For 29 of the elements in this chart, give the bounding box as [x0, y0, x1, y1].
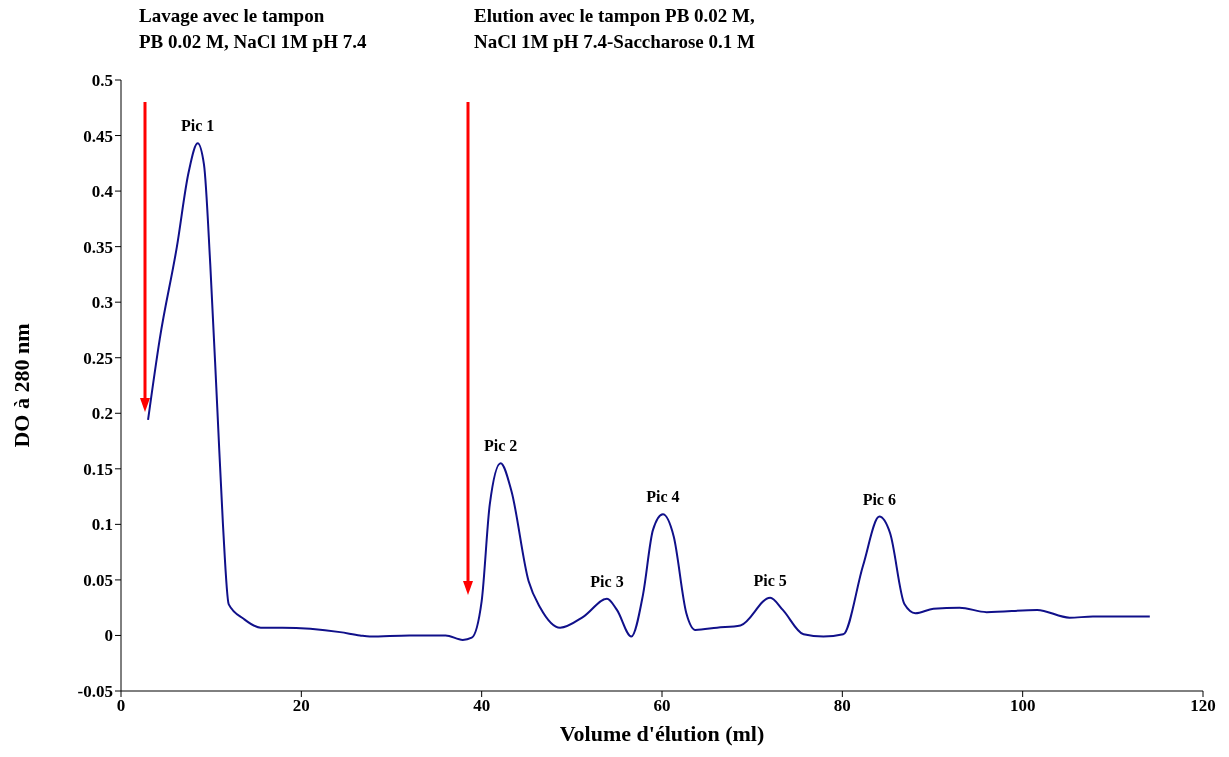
y-tick-label: 0.5: [91, 71, 113, 91]
text: Lavage avec le tampon PB 0.02 M, NaCl 1M pH 7.4: [139, 5, 367, 52]
y-tick-label: 0.2: [91, 404, 113, 424]
y-tick-label: 0.45: [83, 126, 113, 146]
y-tick-label: 0.35: [83, 237, 113, 257]
y-tick-label: 0: [104, 626, 113, 646]
line-series: [147, 142, 1151, 641]
annotation: Pic 1: [180, 117, 215, 135]
x-tick-label: 100: [1009, 696, 1036, 716]
annotation: Pic 5: [753, 571, 787, 589]
y-tick-label: -0.05: [77, 682, 113, 702]
x-tick-label: 120: [1190, 696, 1216, 716]
y-tick-label: 0.05: [83, 570, 113, 590]
y-tick-label: 0.15: [83, 459, 113, 479]
x-tick-label: 80: [833, 696, 851, 716]
x-tick-label: 60: [653, 696, 671, 716]
y-tick-label: 0.1: [91, 515, 113, 535]
annotation: Pic 2: [483, 437, 518, 455]
x-tick-label: 20: [292, 696, 310, 716]
y-tick-label: 0.4: [91, 182, 114, 202]
y-tick-label: 0.25: [83, 348, 113, 368]
annotation: Pic 4: [646, 488, 680, 506]
y-axis-title: DO à 280 nm: [8, 323, 34, 448]
annotation: Pic 6: [862, 490, 896, 508]
x-axis-title: Volume d'élution (ml): [559, 721, 765, 746]
y-tick-label: 0.3: [91, 293, 113, 313]
annotation: Pic 3: [590, 572, 624, 590]
x-tick-label: 40: [473, 696, 491, 716]
text: Elution avec le tampon PB 0.02 M, NaCl 1M pH 7.4-Saccharose 0.1 M: [474, 5, 756, 52]
